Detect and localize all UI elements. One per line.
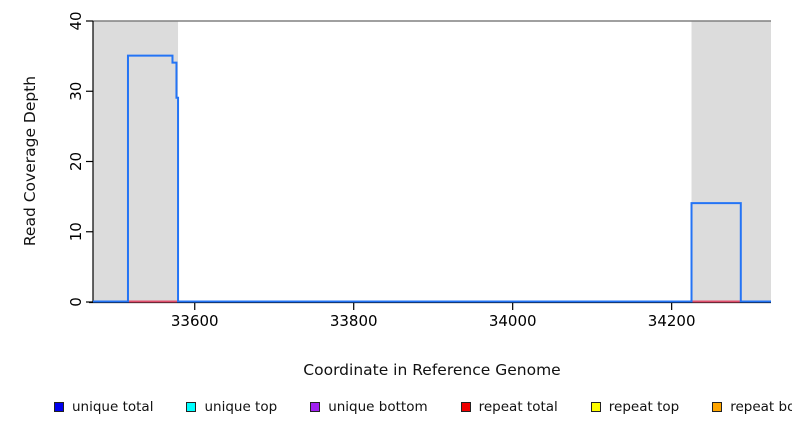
legend-label: unique bottom (328, 399, 428, 415)
legend-swatch (186, 402, 197, 412)
legend-swatch (460, 402, 471, 412)
y-tick-label: 40 (67, 11, 85, 30)
legend-label: repeat top (608, 399, 680, 415)
y-tick-label: 10 (67, 222, 85, 241)
legend-label: repeat bottom (730, 399, 792, 415)
legend-item-repeat-bottom: repeat bottom (712, 399, 792, 415)
legend-item-repeat-top: repeat top (590, 399, 680, 415)
legend-label: unique total (72, 399, 154, 415)
y-tick-label: 20 (67, 152, 85, 171)
legend-swatch (310, 402, 321, 412)
x-tick-label: 34000 (489, 312, 537, 330)
legend-swatch (54, 402, 64, 412)
x-axis-title: Coordinate in Reference Genome (303, 361, 561, 379)
repeat-region-shade (691, 21, 771, 302)
repeat-region-shade (93, 21, 179, 302)
x-tick-label: 34200 (648, 312, 696, 330)
legend-item-repeat-total: repeat total (460, 399, 558, 415)
y-tick-label: 30 (67, 82, 85, 101)
legend-label: repeat total (478, 399, 558, 415)
legend-item-unique-bottom: unique bottom (310, 399, 428, 415)
y-tick-label: 0 (67, 297, 85, 307)
x-tick-label: 33800 (330, 312, 378, 330)
legend-label: unique top (204, 399, 278, 415)
plot-area: 0 10 20 30 40 33600 33800 34000 34200 (67, 11, 771, 330)
legend-item-unique-total: unique total (54, 399, 153, 415)
legend-swatch (712, 402, 723, 412)
legend-swatch (590, 402, 601, 412)
legend: unique total unique top unique bottom repea… (0, 399, 792, 415)
unique-total-line (93, 54, 771, 303)
legend-item-unique-top: unique top (186, 399, 277, 415)
x-tick-label: 33600 (171, 312, 219, 330)
y-axis-title: Read Coverage Depth (21, 75, 39, 247)
